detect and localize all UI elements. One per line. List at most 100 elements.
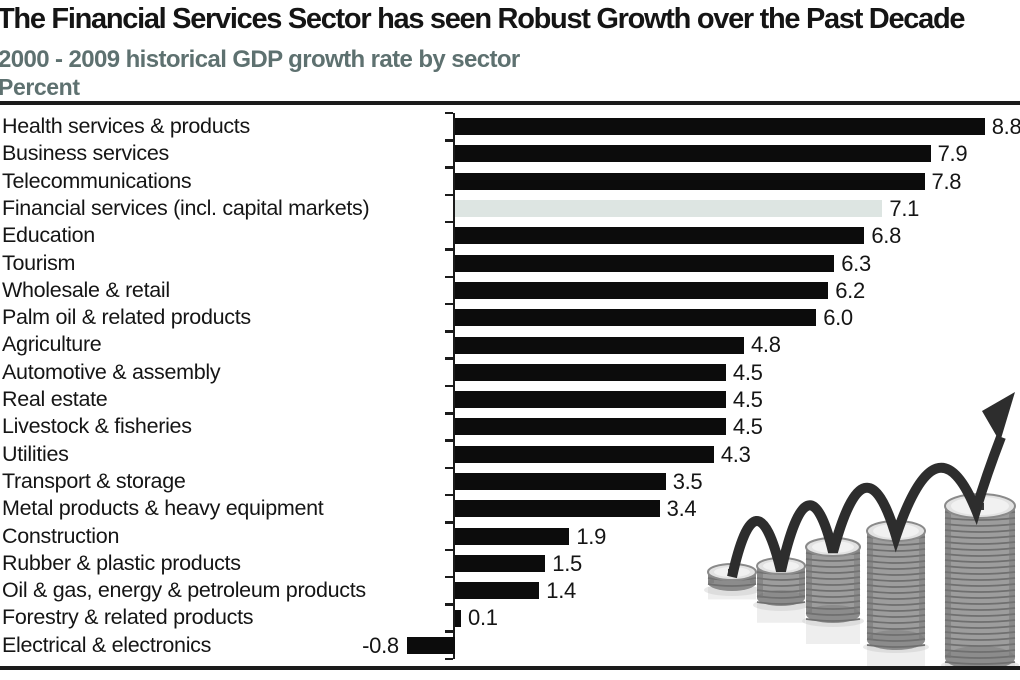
coin-stack-body	[945, 506, 1015, 658]
coin-edge-line	[944, 601, 1016, 605]
coin-edge-line	[756, 601, 806, 605]
coin-edge-line	[944, 589, 1016, 593]
coin-edge-line	[944, 559, 1016, 563]
axis-tick	[444, 275, 453, 279]
category-label: Palm oil & related products	[2, 305, 251, 330]
bar	[455, 281, 829, 299]
category-label: Health services & products	[2, 114, 250, 138]
coin-stack-shade-right	[1009, 506, 1015, 658]
coin-edge-line	[805, 618, 861, 622]
coin-stack-shade-right	[799, 566, 805, 598]
chart-subtitle: 2000 - 2009 historical GDP growth rate b…	[0, 46, 520, 73]
coin-edge-line	[944, 649, 1016, 653]
category-label: Livestock & fisheries	[2, 414, 192, 439]
value-label: 7.1	[889, 195, 920, 221]
coin-edge-line	[944, 613, 1016, 617]
value-label: 3.4	[666, 496, 697, 522]
coin-stack-body	[806, 547, 860, 614]
bar	[455, 554, 546, 572]
coin-edge-line	[944, 535, 1016, 539]
value-label: 6.8	[871, 223, 902, 249]
axis-tick	[444, 412, 453, 415]
value-label: -0.8	[362, 632, 399, 658]
category-label: Metal products & heavy equipment	[2, 496, 324, 521]
bar	[455, 227, 865, 245]
coin-edge-line	[944, 607, 1016, 611]
category-label: Transport & storage	[2, 468, 186, 493]
category-label: Financial services (incl. capital market…	[2, 195, 370, 220]
bar	[455, 391, 726, 409]
axis-tick	[444, 330, 453, 333]
coin-edge-line	[944, 583, 1016, 587]
axis-tick	[444, 493, 453, 497]
coin-edge-line	[944, 661, 1016, 665]
coin-stack-shade-left	[945, 506, 951, 658]
category-label: Utilities	[2, 441, 69, 466]
coin-edge-line	[944, 643, 1016, 647]
coin-edge-line	[944, 637, 1016, 641]
value-label: 6.3	[841, 250, 871, 276]
coin-edge-line	[944, 655, 1016, 659]
value-label: 0.1	[468, 605, 498, 631]
chart-title: The Financial Services Sector has seen R…	[0, 3, 965, 35]
coin-stack-reflection	[757, 602, 805, 623]
coin-stack-shade-right	[919, 531, 925, 640]
value-label: 1.5	[552, 550, 582, 576]
value-label: 4.5	[732, 387, 763, 412]
coin-stack-shade-left	[867, 531, 873, 640]
coin-edge-line	[944, 541, 1016, 545]
category-label: Business services	[2, 141, 169, 166]
bar	[455, 473, 666, 491]
coin-edge-line	[944, 553, 1016, 557]
bar	[455, 336, 744, 354]
bar	[455, 609, 462, 627]
coin-stacks-growth-illustration	[704, 392, 1019, 666]
axis-tick	[444, 521, 453, 524]
coin-edge-line	[944, 529, 1016, 533]
axis-tick	[444, 439, 453, 442]
category-label: Automotive & assembly	[2, 359, 221, 384]
category-label: Oil & gas, energy & petroleum products	[2, 578, 366, 603]
coin-edge-line	[944, 523, 1016, 527]
coin-edge-line	[707, 583, 757, 587]
axis-tick	[444, 166, 453, 169]
coin-edge-line	[944, 571, 1016, 575]
growth-arrow-head	[982, 392, 1015, 442]
bar	[455, 254, 835, 272]
coin-edge-line	[944, 619, 1016, 623]
growth-arrow	[727, 435, 1006, 579]
value-label: 3.5	[672, 468, 703, 494]
bar	[455, 145, 931, 163]
axis-tick	[444, 384, 453, 388]
category-label: Real estate	[2, 387, 108, 411]
coin-stack-shade-right	[854, 547, 860, 614]
category-label: Construction	[2, 523, 120, 548]
coin-edge-line	[944, 625, 1016, 629]
coin-edge-line	[866, 644, 926, 648]
coin-stack-shade-left	[757, 566, 763, 598]
bar	[455, 445, 714, 463]
category-label: Wholesale & retail	[2, 277, 170, 302]
axis-tick	[444, 111, 453, 115]
axis-tick	[444, 603, 453, 606]
bar	[455, 172, 925, 190]
y-axis-line	[452, 113, 455, 659]
axis-tick	[444, 657, 453, 661]
coin-stack-shade-left	[708, 572, 714, 583]
axis-tick	[444, 630, 453, 633]
coin-edge-line	[944, 631, 1016, 635]
category-label: Forestry & related products	[2, 605, 254, 630]
coin-edge-line	[944, 595, 1016, 599]
value-label: 4.8	[750, 332, 781, 358]
axis-tick	[444, 357, 453, 360]
value-label: 6.0	[823, 305, 853, 331]
axis-tick	[444, 248, 453, 251]
category-label: Telecommunications	[2, 168, 192, 193]
coin-edge-line	[944, 577, 1016, 581]
coin-edge-line	[944, 517, 1016, 521]
bar	[455, 418, 726, 436]
value-label: 4.5	[732, 359, 763, 385]
category-label: Rubber & plastic products	[2, 550, 241, 575]
